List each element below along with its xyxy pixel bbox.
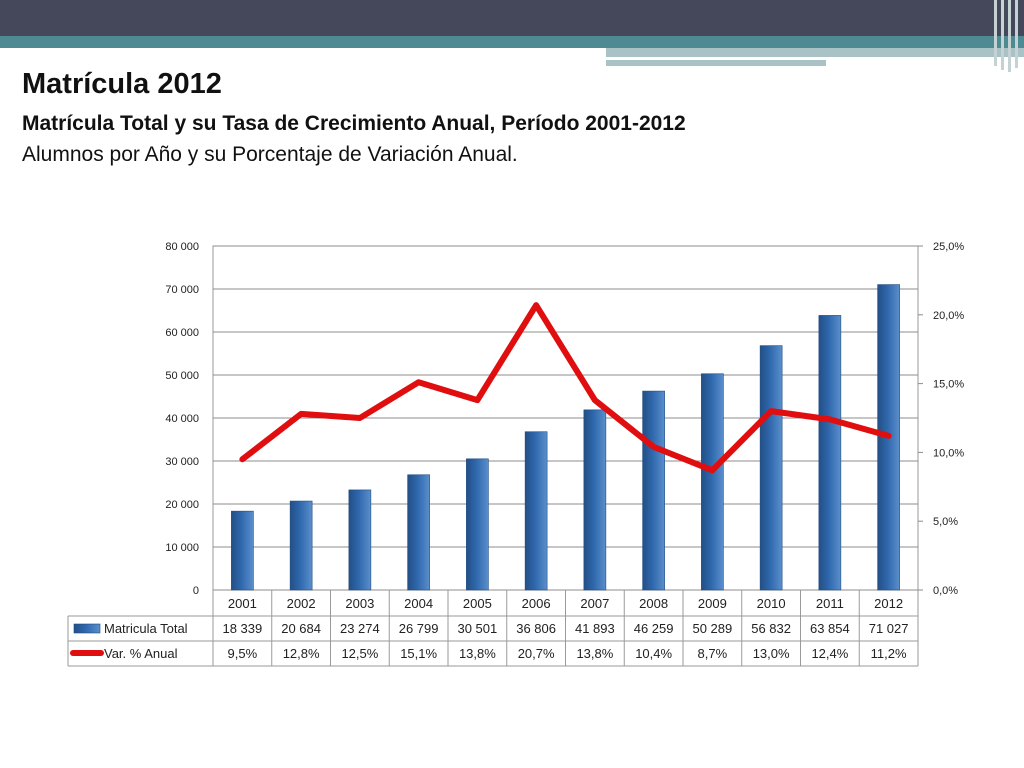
y2-axis-tick-label: 15,0% — [933, 379, 964, 391]
bar-matricula-total — [524, 431, 548, 591]
y2-axis-tick-label: 20,0% — [933, 310, 964, 322]
x-axis-category-label: 2009 — [698, 596, 727, 611]
line-var-anual — [239, 302, 892, 474]
legend-key-matricula-total — [73, 623, 101, 634]
bar-matricula-total — [407, 474, 430, 591]
table-cell-var-anual: 12,5% — [341, 646, 378, 661]
table-cell-matricula-total: 20 684 — [281, 621, 321, 636]
header-vertical-rule-1 — [994, 0, 997, 66]
header-vertical-rule-2 — [1001, 0, 1004, 70]
bar-matricula-total — [289, 500, 313, 591]
x-axis-category-label: 2011 — [816, 596, 844, 611]
page-title: Matrícula 2012 — [22, 68, 222, 100]
table-cell-var-anual: 13,8% — [576, 646, 613, 661]
y-axis-tick-label: 70 000 — [165, 284, 199, 296]
table-cell-matricula-total: 36 806 — [516, 621, 556, 636]
table-cell-var-anual: 8,7% — [698, 646, 728, 661]
y-axis-tick-label: 50 000 — [165, 370, 199, 382]
table-cell-matricula-total: 71 027 — [869, 621, 909, 636]
y-axis-tick-label: 80 000 — [165, 241, 199, 253]
table-cell-matricula-total: 18 339 — [222, 621, 262, 636]
table-cell-matricula-total: 46 259 — [634, 621, 674, 636]
y2-axis-tick-label: 25,0% — [933, 241, 964, 253]
table-cell-var-anual: 12,8% — [283, 646, 320, 661]
y-axis-tick-label: 30 000 — [165, 456, 199, 468]
legend-label-var-anual: Var. % Anual — [104, 646, 178, 661]
table-cell-matricula-total: 26 799 — [399, 621, 439, 636]
table-cell-var-anual: 12,4% — [811, 646, 848, 661]
table-cell-matricula-total: 30 501 — [457, 621, 497, 636]
bar-matricula-total — [642, 390, 665, 591]
table-cell-var-anual: 11,2% — [871, 646, 907, 661]
y-axis-tick-label: 60 000 — [165, 327, 199, 339]
bar-matricula-total — [818, 315, 842, 591]
header-accent-strip-1 — [606, 60, 826, 66]
x-axis-category-label: 2001 — [228, 596, 257, 611]
x-axis-category-label: 2007 — [580, 596, 609, 611]
y2-axis-tick-label: 5,0% — [933, 516, 958, 528]
table-cell-var-anual: 13,0% — [753, 646, 790, 661]
page-subtitle: Matrícula Total y su Tasa de Crecimiento… — [22, 112, 686, 135]
header-accent-strip-2 — [830, 57, 948, 60]
bar-matricula-total — [701, 373, 724, 591]
table-cell-matricula-total: 63 854 — [810, 621, 850, 636]
bar-matricula-total — [348, 489, 372, 591]
y-axis-tick-label: 10 000 — [165, 542, 199, 554]
x-axis-category-label: 2012 — [874, 596, 903, 611]
x-axis-category-label: 2006 — [522, 596, 551, 611]
x-axis-category-label: 2002 — [287, 596, 316, 611]
table-cell-matricula-total: 41 893 — [575, 621, 615, 636]
bar-matricula-total — [759, 345, 783, 591]
x-axis-category-label: 2010 — [757, 596, 786, 611]
x-axis-category-label: 2005 — [463, 596, 492, 611]
table-cell-var-anual: 9,5% — [228, 646, 258, 661]
y-axis-tick-label: 20 000 — [165, 499, 199, 511]
header-dark-strip — [0, 0, 1024, 36]
legend-label-matricula-total: Matricula Total — [104, 621, 188, 636]
header-white-strip — [0, 48, 606, 52]
table-cell-matricula-total: 56 832 — [751, 621, 791, 636]
table-cell-var-anual: 13,8% — [459, 646, 496, 661]
header-teal-strip — [0, 36, 1024, 48]
x-axis-category-label: 2004 — [404, 596, 433, 611]
y-axis-tick-label: 0 — [193, 585, 199, 597]
header-vertical-rule-3 — [1008, 0, 1011, 72]
bar-matricula-total — [231, 510, 254, 591]
table-cell-var-anual: 15,1% — [400, 646, 437, 661]
header-vertical-rule-4 — [1015, 0, 1018, 68]
header-band — [0, 0, 1024, 72]
x-axis-category-label: 2008 — [639, 596, 668, 611]
y2-axis-tick-label: 0,0% — [933, 585, 958, 597]
table-cell-matricula-total: 50 289 — [692, 621, 732, 636]
bar-matricula-total — [466, 458, 489, 591]
table-cell-var-anual: 10,4% — [635, 646, 672, 661]
y2-axis-tick-label: 10,0% — [933, 447, 964, 459]
y-axis-tick-label: 40 000 — [165, 413, 199, 425]
bar-matricula-total — [583, 409, 607, 591]
page-description: Alumnos por Año y su Porcentaje de Varia… — [22, 143, 518, 166]
table-cell-var-anual: 20,7% — [518, 646, 555, 661]
header-light-strip — [606, 48, 1024, 57]
table-cell-matricula-total: 23 274 — [340, 621, 380, 636]
x-axis-category-label: 2003 — [345, 596, 374, 611]
